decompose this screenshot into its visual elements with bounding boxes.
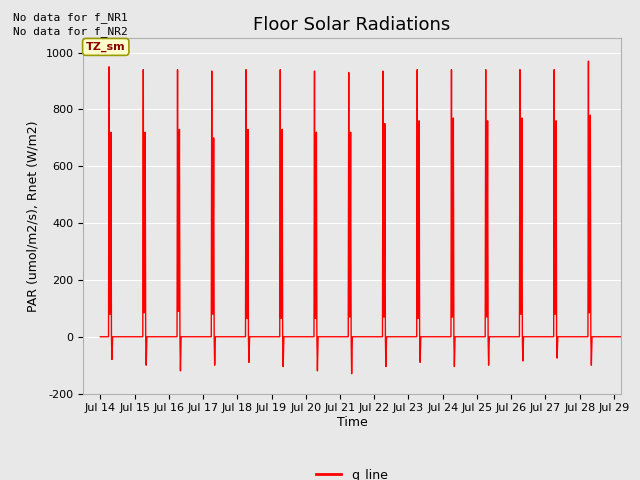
X-axis label: Time: Time bbox=[337, 416, 367, 429]
Y-axis label: PAR (umol/m2/s), Rnet (W/m2): PAR (umol/m2/s), Rnet (W/m2) bbox=[27, 120, 40, 312]
Text: TZ_sm: TZ_sm bbox=[86, 42, 125, 52]
Legend: q_line: q_line bbox=[311, 464, 393, 480]
Title: Floor Solar Radiations: Floor Solar Radiations bbox=[253, 16, 451, 34]
Text: No data for f_NR1: No data for f_NR1 bbox=[13, 12, 127, 23]
Text: No data for f_NR2: No data for f_NR2 bbox=[13, 26, 127, 37]
